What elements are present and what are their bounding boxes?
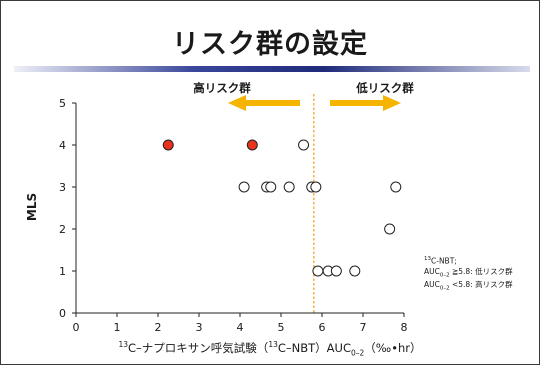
data-point [349,265,361,277]
data-point [330,265,342,277]
high-risk-arrow-shaft [243,100,300,106]
x-tick-label: 6 [319,321,326,334]
x-tick-label: 0 [73,321,80,334]
high-risk-arrow-head [228,95,246,111]
slide-title: リスク群の設定 [172,29,368,60]
data-point [238,181,250,193]
x-tick-label: 7 [360,321,367,334]
data-point-high-risk [162,139,174,151]
y-tick-label: 4 [59,139,66,152]
note-line-1: 13C-NBT; [424,256,457,266]
note-line-2: AUC0–2 ≧5.8: 低リスク群 [424,266,513,279]
y-tick-label: 2 [59,223,66,236]
note-cutoff-definition: 13C-NBT; AUC0–2 ≧5.8: 低リスク群 AUC0–2 <5.8:… [424,254,513,294]
high-risk-label: 高リスク群 [193,81,251,95]
data-point [298,139,310,151]
y-tick-label: 5 [59,97,66,110]
note-line-3: AUC0–2 <5.8: 高リスク群 [424,280,513,292]
low-risk-arrow-head [383,95,401,111]
data-point-high-risk [246,139,258,151]
x-axis-label: 13C–ナプロキサン呼気試験（13C–NBT）AUC0–2（‰•hr） [118,340,422,358]
data-point [390,181,402,193]
data-point [312,265,324,277]
x-tick-label: 5 [278,321,285,334]
low-risk-arrow-shaft [330,100,386,106]
x-tick-label: 8 [401,321,408,334]
x-tick-label: 1 [114,321,121,334]
x-tick-label: 3 [196,321,203,334]
x-tick-label: 4 [237,321,244,334]
data-point [283,181,295,193]
title-underline-bar [14,66,530,72]
low-risk-label: 低リスク群 [355,81,414,95]
y-tick-label: 0 [59,307,66,320]
y-axis-label: MLS [25,193,39,221]
data-point [384,223,396,235]
data-point [310,181,322,193]
y-tick-label: 1 [59,265,66,278]
data-point [265,181,277,193]
x-tick-label: 2 [155,321,162,334]
y-tick-label: 3 [59,181,66,194]
